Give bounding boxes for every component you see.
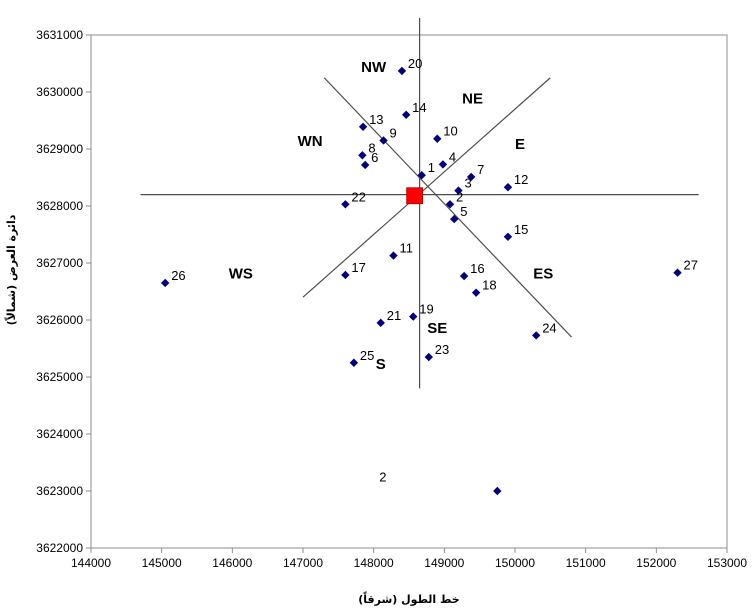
annotation-label: ES — [533, 265, 553, 282]
data-point-label: 21 — [387, 308, 401, 323]
data-point-marker — [438, 160, 448, 169]
data-point-label: 18 — [482, 278, 496, 293]
x-tick-label: 145000 — [142, 556, 182, 570]
annotation-label: NE — [462, 90, 483, 107]
y-tick-label: 3624000 — [36, 427, 83, 441]
y-tick-label: 3628000 — [36, 199, 83, 213]
data-point-marker — [471, 288, 481, 297]
data-point-marker — [433, 134, 442, 143]
data-point-marker — [161, 278, 170, 288]
data-point-label: 13 — [369, 112, 383, 127]
y-axis-label: دائرة العرض (شمالاً) — [3, 214, 18, 325]
data-point-marker — [401, 110, 411, 119]
y-tick-label: 3629000 — [36, 142, 83, 156]
annotation-label: 2 — [379, 469, 386, 484]
data-point-marker — [417, 171, 426, 180]
data-point-marker — [454, 186, 463, 195]
data-point-label: 2 — [456, 189, 463, 204]
data-point-label: 26 — [171, 268, 185, 283]
x-tick-label: 148000 — [354, 556, 394, 570]
data-point-label: 11 — [399, 241, 413, 256]
direction-labels: NW NE WN E WS ES SE S 2 — [229, 59, 554, 484]
data-point-marker — [341, 270, 350, 280]
data-point-marker — [459, 271, 469, 281]
annotation-label: SE — [427, 320, 447, 337]
data-point-label: 12 — [514, 172, 528, 187]
x-tick-label: 151000 — [566, 556, 606, 570]
data-point-marker — [341, 200, 350, 209]
x-tick-label: 149000 — [424, 556, 464, 570]
data-point-label: 14 — [412, 100, 426, 115]
data-point-label: 6 — [371, 150, 378, 165]
x-axis-label: خط الطول (شرقاً) — [358, 591, 459, 606]
data-point-marker — [397, 66, 407, 76]
data-point-marker — [349, 358, 359, 367]
y-tick-label: 3622000 — [36, 541, 83, 555]
data-point-marker — [376, 318, 385, 328]
data-point-label: 27 — [684, 258, 698, 273]
data-point-label: 7 — [477, 162, 484, 177]
data-point-label: 23 — [435, 342, 449, 357]
data-point-label: 10 — [443, 124, 457, 139]
data-point-marker — [358, 151, 367, 160]
y-tick-label: 3627000 — [36, 256, 83, 270]
data-point-label: 17 — [351, 260, 365, 275]
annotation-label: WS — [229, 265, 253, 282]
y-tick-label: 3631000 — [36, 28, 83, 42]
data-point-marker — [450, 214, 459, 224]
data-point-marker — [532, 331, 541, 340]
data-point-marker — [503, 232, 513, 241]
center-marker — [406, 187, 424, 205]
data-point-marker — [466, 172, 476, 182]
data-point-label: 16 — [470, 261, 484, 276]
reference-line-4 — [302, 77, 551, 298]
data-point-marker — [424, 352, 433, 362]
annotation-label: WN — [298, 133, 323, 150]
x-tick-label: 144000 — [71, 556, 111, 570]
annotation-label: NW — [361, 59, 387, 76]
data-point-label: 1 — [428, 160, 435, 175]
data-point-label: 15 — [514, 222, 528, 237]
data-point-label: 20 — [408, 56, 422, 71]
x-tick-label: 150000 — [495, 556, 535, 570]
annotation-label: S — [376, 356, 386, 373]
reference-line-3 — [323, 77, 572, 338]
y-tick-label: 3625000 — [36, 370, 83, 384]
data-point-marker — [493, 486, 502, 496]
data-point-marker — [409, 312, 418, 321]
data-point-label: 22 — [351, 189, 365, 204]
data-point-label: 5 — [460, 204, 467, 219]
data-point-marker — [360, 160, 370, 170]
plot-area-frame — [90, 34, 728, 549]
data-point-label: 4 — [449, 149, 456, 164]
data-point-label: 8 — [368, 140, 375, 155]
data-point-label: 9 — [390, 125, 397, 140]
y-tick-label: 3623000 — [36, 484, 83, 498]
data-point-label: 24 — [542, 320, 556, 335]
data-point-marker — [379, 136, 388, 145]
x-tick-label: 146000 — [212, 556, 252, 570]
data-point-label: 3 — [464, 176, 471, 191]
data-point-marker — [673, 268, 682, 277]
data-point-marker — [389, 251, 398, 260]
y-axis-ticks: 3622000 3623000 3624000 3625000 3626000 36270… — [36, 28, 91, 555]
center-marker-group — [406, 187, 424, 205]
annotation-label: E — [515, 136, 525, 153]
y-tick-label: 3630000 — [36, 85, 83, 99]
data-point-label: 19 — [419, 302, 433, 317]
data-point-label: 25 — [360, 348, 374, 363]
x-axis-ticks: 144000 145000 146000 147000 148000 149000 1500… — [71, 548, 747, 570]
data-point-marker — [445, 200, 455, 209]
x-tick-label: 152000 — [636, 556, 676, 570]
x-tick-label: 153000 — [707, 556, 747, 570]
data-point-marker — [503, 182, 513, 192]
y-tick-label: 3626000 — [36, 313, 83, 327]
data-point-marker — [358, 122, 368, 131]
x-tick-label: 147000 — [283, 556, 323, 570]
